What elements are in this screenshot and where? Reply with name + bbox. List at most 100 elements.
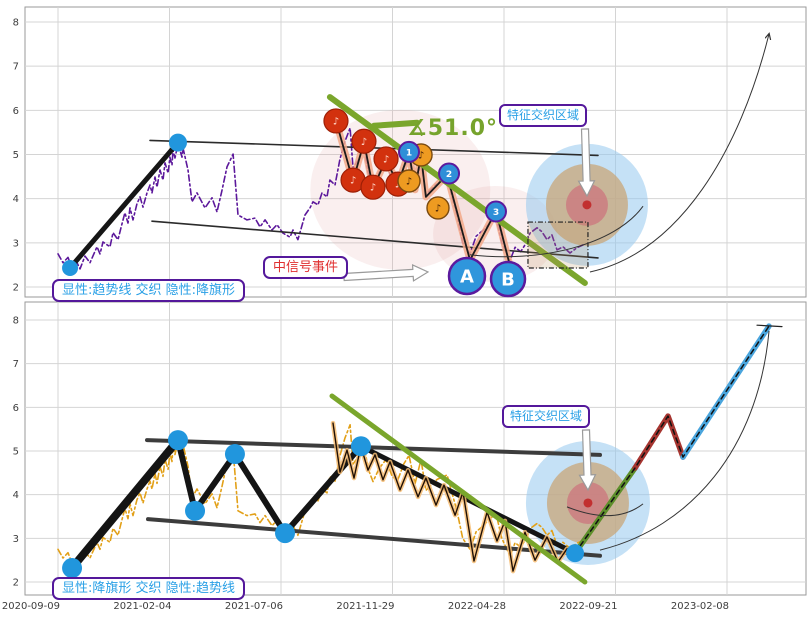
top-feature-zone-label: 特征交织区域 (499, 104, 588, 127)
channel-lower (151, 220, 599, 259)
signal-marker-red: ♪ (351, 128, 377, 154)
signal-marker-red: ♪ (360, 174, 386, 200)
projection-curve (566, 503, 644, 517)
note-icon: ♪ (395, 180, 401, 191)
numbered-circle (438, 162, 461, 185)
y-tick-label: 4 (13, 194, 19, 205)
y-tick-label: 4 (13, 490, 19, 501)
red-note-circle (360, 174, 386, 200)
x-tick-label: 2020-09-09 (2, 601, 60, 612)
flag-pole (68, 436, 182, 572)
signal-marker-orange: ♪ (397, 169, 421, 193)
red-note-circle (323, 108, 349, 134)
target-zone (525, 143, 648, 266)
wave-letter-marker: B (489, 260, 527, 298)
forecast-top-bar (756, 324, 783, 328)
y-tick-label: 8 (13, 18, 19, 29)
y-tick-label: 7 (13, 359, 19, 370)
plot-frame (24, 6, 807, 298)
signal-marker-orange: ♪ (426, 196, 450, 220)
x-tick-label: 2021-07-06 (225, 601, 283, 612)
bottom-feature-zone-label: 特征交织区域 (502, 405, 591, 428)
pivot-dot (62, 260, 79, 277)
note-icon: ♪ (370, 183, 376, 194)
note-icon: ♪ (361, 137, 367, 148)
green-trendline (329, 393, 588, 585)
y-tick-label: 5 (13, 447, 19, 458)
forecast-dash-overlay (574, 325, 770, 554)
projection-curve (589, 34, 769, 273)
red-note-circle (351, 128, 377, 154)
numbered-point-marker: 2 (438, 162, 461, 185)
pivot-dot (275, 523, 296, 544)
y-tick-label: 6 (13, 403, 19, 414)
numbered-circle-label: 2 (446, 170, 452, 180)
target-ring-3 (582, 200, 592, 210)
pivot-dot (224, 444, 245, 465)
y-tick-label: 7 (13, 62, 19, 73)
numbered-circle-label: 1 (406, 148, 412, 158)
pointer-arrow (578, 429, 597, 492)
pointer-arrow (343, 263, 430, 282)
x-tick-label: 2021-11-29 (336, 601, 394, 612)
orange-note-circle (397, 169, 421, 193)
pointer-arrow (577, 128, 596, 198)
target-ring-3 (583, 498, 593, 508)
signal-marker-red: ♪ (323, 108, 349, 134)
red-note-circle (373, 146, 399, 172)
top-pattern-label: 显性:趋势线 交织 隐性:降旗形 (52, 279, 246, 302)
flag-lower-edge (358, 443, 578, 556)
wave-letter-circle (489, 260, 527, 298)
note-icon: ♪ (418, 150, 424, 161)
projection-curve (599, 330, 770, 551)
numbered-circle-label: 3 (493, 208, 499, 218)
wave-letter-label: A (460, 266, 474, 287)
channel-upper (145, 438, 602, 457)
pivot-dot (566, 544, 585, 563)
x-tick-label: 2023-02-08 (671, 601, 729, 612)
pivot-dot (167, 430, 188, 451)
bottom-pattern-label: 显性:降旗形 交织 隐性:趋势线 (52, 577, 246, 600)
green-trendline (371, 119, 420, 129)
x-tick-label: 2022-09-21 (559, 601, 617, 612)
x-tick-label: 2021-02-04 (113, 601, 171, 612)
wave-letter-marker: A (447, 256, 487, 296)
panel-bottom: 8 7 6 5 4 3 2 (13, 301, 807, 596)
numbered-circle (398, 140, 421, 163)
numbered-circle (484, 200, 507, 223)
x-tick-label: 2022-04-28 (448, 601, 506, 612)
note-icon: ♪ (406, 177, 412, 188)
angle-annotation: ∡51.0° (407, 116, 499, 141)
note-icon: ♪ (383, 154, 389, 165)
channel-lower (146, 517, 602, 558)
note-icon: ♪ (350, 176, 356, 187)
plot-frame (24, 301, 807, 596)
y-tick-label: 3 (13, 534, 19, 545)
signal-marker-red: ♪ (373, 146, 399, 172)
wave-letter-label: B (501, 270, 515, 291)
pivot-dot (168, 133, 187, 152)
y-tick-label: 5 (13, 150, 19, 161)
trend-pole (67, 140, 181, 271)
detection-box (527, 221, 589, 269)
note-icon: ♪ (333, 116, 339, 127)
panel-top: 8 7 6 5 4 3 2 ♪ ♪ ♪ ♪ ♪ ♪ ♪ ♪ ♪ 1 2 3 A B (13, 6, 807, 298)
wave-letter-circle (447, 256, 487, 296)
pivot-dot (62, 558, 83, 579)
numbered-point-marker: 3 (484, 200, 507, 223)
orange-note-circle (426, 196, 450, 220)
price-line-top (57, 127, 584, 270)
flag-zigzag (332, 422, 576, 572)
y-tick-label: 2 (13, 283, 19, 294)
target-zone (525, 440, 650, 565)
y-tick-label: 2 (13, 578, 19, 589)
signal-event-label: 中信号事件 (263, 256, 349, 279)
projection-curve (469, 205, 644, 258)
numbered-point-marker: 1 (398, 140, 421, 163)
y-tick-label: 3 (13, 238, 19, 249)
y-tick-label: 6 (13, 106, 19, 117)
pivot-dot (350, 436, 371, 457)
